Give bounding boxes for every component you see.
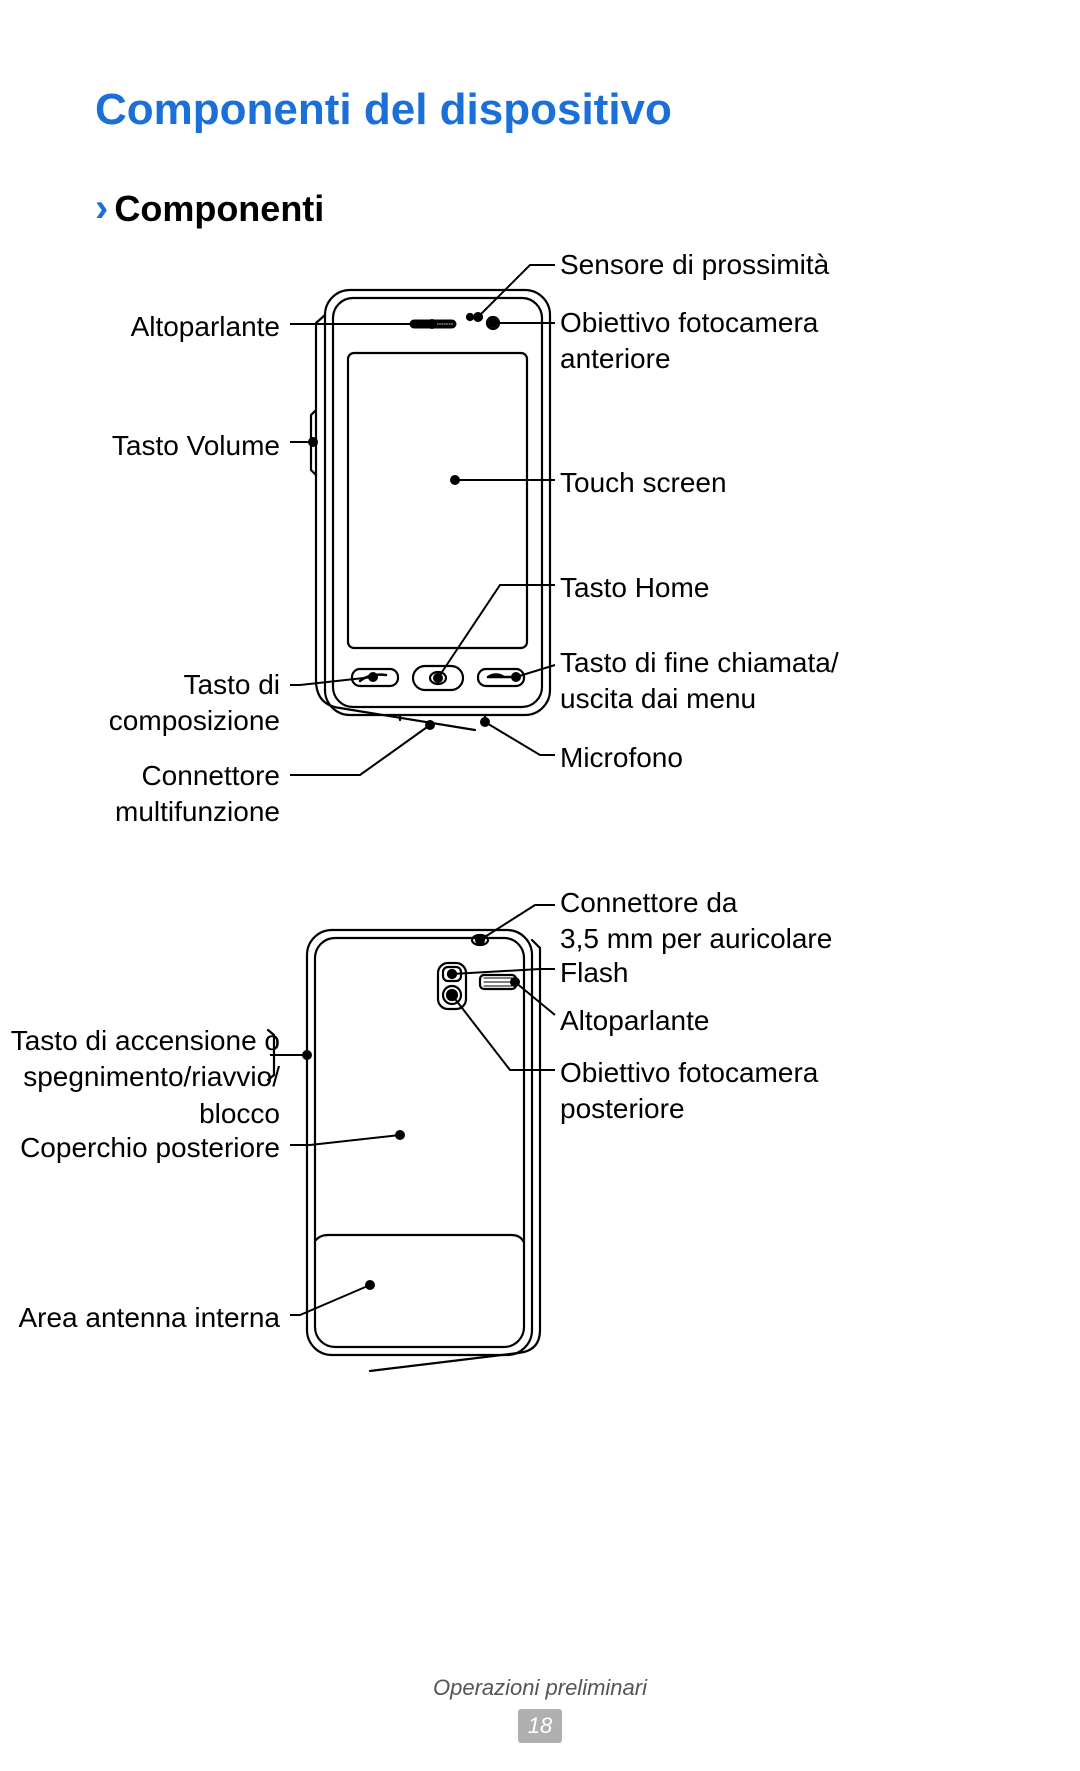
footer-section: Operazioni preliminari <box>0 1675 1080 1701</box>
label-speaker-front: Altoparlante <box>131 309 280 345</box>
label-back-cover: Coperchio posteriore <box>20 1130 280 1166</box>
label-multiconn: Connettore multifunzione <box>115 758 280 831</box>
label-volume: Tasto Volume <box>112 428 280 464</box>
label-microphone: Microfono <box>560 740 683 776</box>
label-proximity: Sensore di prossimità <box>560 247 829 283</box>
page-number: 18 <box>518 1709 562 1743</box>
label-home: Tasto Home <box>560 570 709 606</box>
label-speaker-back: Altoparlante <box>560 1003 709 1039</box>
label-power: Tasto di accensione o spegnimento/riavvi… <box>11 1023 280 1132</box>
diagram-container: Sensore di prossimità Altoparlante Obiet… <box>0 245 1080 1625</box>
label-endcall: Tasto di fine chiamata/ uscita dai menu <box>560 645 839 718</box>
page-title: Componenti del dispositivo <box>95 85 672 135</box>
phone-back-diagram <box>0 885 1080 1505</box>
section-text: Componenti <box>114 188 324 230</box>
label-jack: Connettore da 3,5 mm per auricolare <box>560 885 832 958</box>
chevron-icon: › <box>95 186 108 231</box>
label-flash: Flash <box>560 955 628 991</box>
label-rear-camera: Obiettivo fotocamera posteriore <box>560 1055 818 1128</box>
label-touchscreen: Touch screen <box>560 465 727 501</box>
section-header: › Componenti <box>95 186 324 231</box>
label-antenna: Area antenna interna <box>18 1300 280 1336</box>
label-dial: Tasto di composizione <box>109 667 280 740</box>
label-front-camera: Obiettivo fotocamera anteriore <box>560 305 818 378</box>
